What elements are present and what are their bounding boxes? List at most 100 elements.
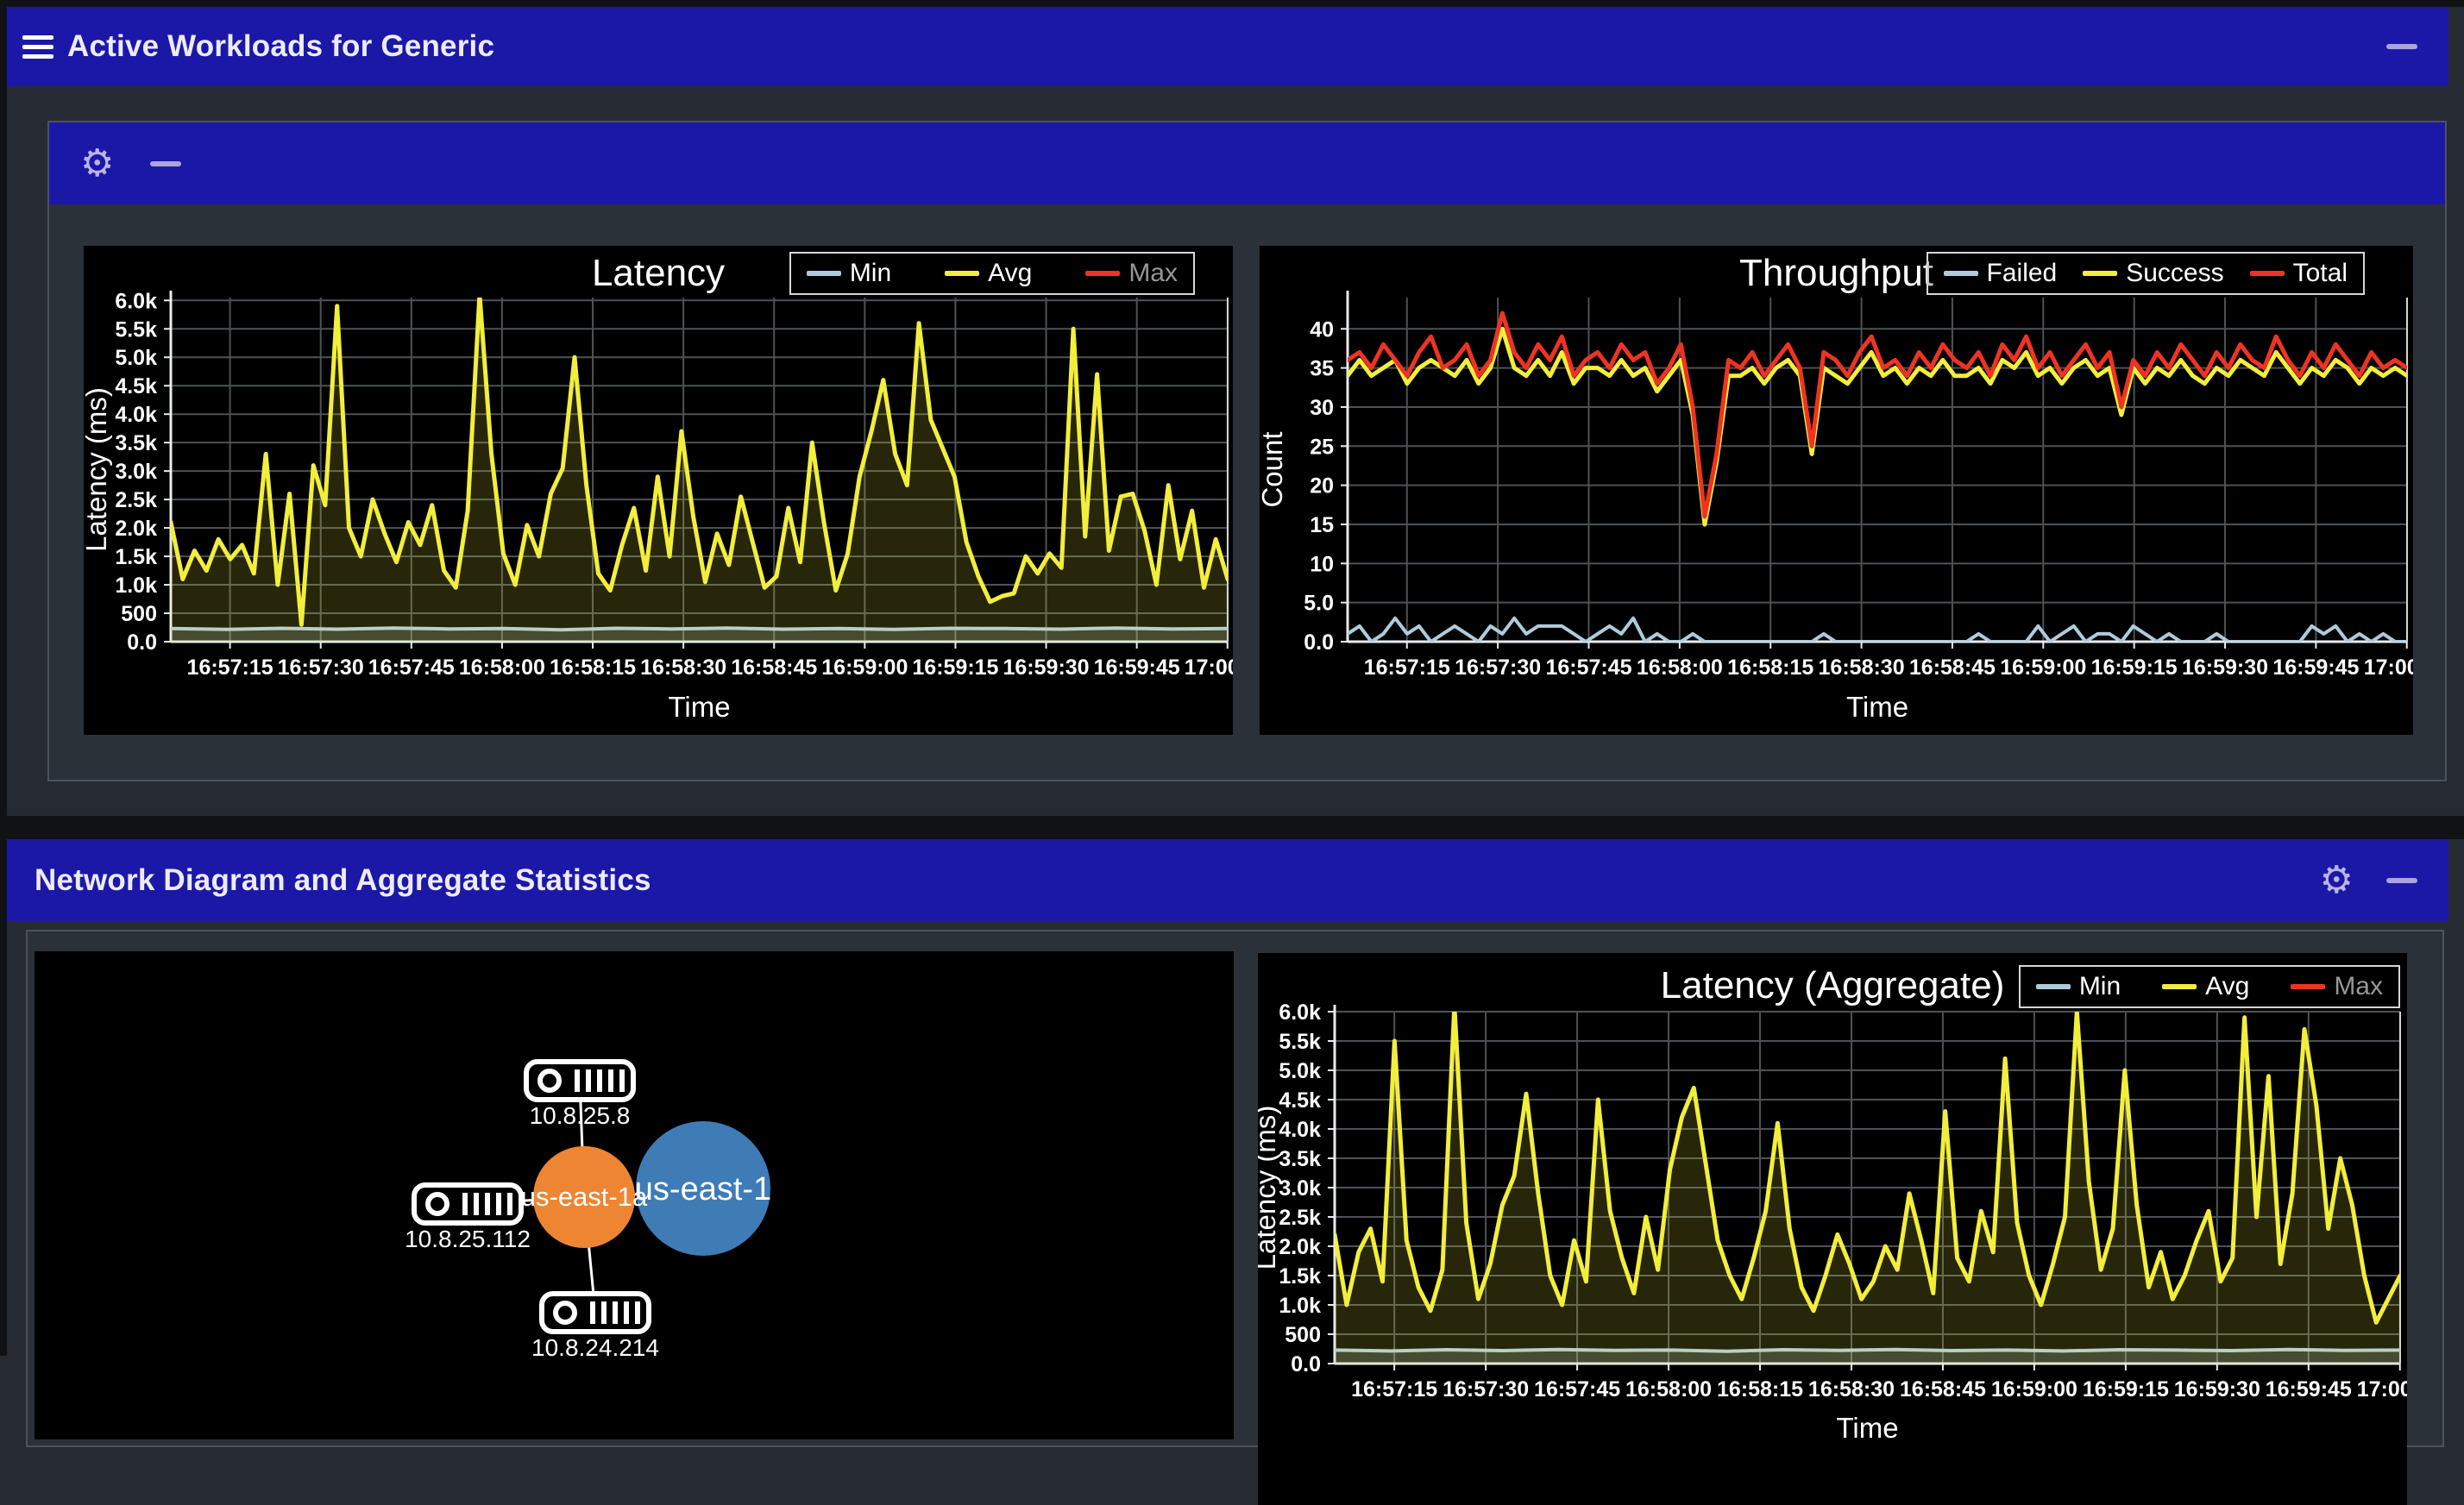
svg-text:16:57:30: 16:57:30 bbox=[1443, 1377, 1529, 1402]
svg-text:1.0k: 1.0k bbox=[1279, 1294, 1321, 1318]
svg-text:Latency (Aggregate): Latency (Aggregate) bbox=[1661, 964, 2005, 1006]
latency-legend: Min Avg Max bbox=[789, 252, 1195, 295]
svg-text:16:57:45: 16:57:45 bbox=[1545, 655, 1631, 680]
server-icon[interactable] bbox=[524, 1059, 636, 1102]
throughput-chart[interactable]: 0.0 5.0 10 15 20 25 30 35 40 16:57:15 16:57:30 16:5… bbox=[1260, 246, 2413, 735]
legend-item-min[interactable]: Min bbox=[806, 259, 892, 288]
hamburger-menu-icon[interactable] bbox=[22, 34, 53, 59]
svg-text:16:58:30: 16:58:30 bbox=[640, 655, 726, 680]
svg-text:16:59:15: 16:59:15 bbox=[912, 655, 998, 680]
server-icon[interactable] bbox=[539, 1291, 651, 1334]
svg-text:500: 500 bbox=[1285, 1323, 1321, 1347]
legend-swatch bbox=[1943, 271, 1978, 276]
svg-text:16:59:00: 16:59:00 bbox=[1991, 1377, 2077, 1402]
legend-swatch bbox=[2162, 984, 2197, 989]
svg-text:0.0: 0.0 bbox=[1291, 1352, 1321, 1376]
aggregate-latency-chart[interactable]: 0.0 500 1.0k 1.5k 2.0k 2.5k 3.0k 3.5k 4.0k 4.5k 5.… bbox=[1258, 953, 2407, 1505]
svg-text:16:58:45: 16:58:45 bbox=[731, 655, 817, 680]
legend-swatch bbox=[2249, 271, 2285, 276]
svg-text:16:58:00: 16:58:00 bbox=[1637, 655, 1723, 680]
legend-label: Failed bbox=[1986, 259, 2058, 287]
minimize-icon[interactable] bbox=[2386, 44, 2417, 49]
legend-item-total[interactable]: Total bbox=[2249, 259, 2348, 288]
aggregate-legend: Min Avg Max bbox=[2018, 965, 2400, 1008]
svg-text:16:59:30: 16:59:30 bbox=[1003, 655, 1090, 680]
svg-text:2.0k: 2.0k bbox=[115, 517, 157, 541]
svg-text:16:59:15: 16:59:15 bbox=[2091, 655, 2178, 680]
svg-text:17:00:00: 17:00:00 bbox=[2357, 1377, 2407, 1402]
legend-swatch bbox=[945, 271, 980, 276]
svg-text:6.0k: 6.0k bbox=[1279, 1000, 1321, 1025]
diagram-node-us-east-1[interactable] bbox=[636, 1121, 770, 1256]
throughput-legend: Failed Success Total bbox=[1926, 252, 2365, 295]
dashboard-title: Active Workloads for Generic bbox=[67, 29, 495, 63]
legend-swatch bbox=[2291, 984, 2326, 989]
legend-item-min[interactable]: Min bbox=[2035, 972, 2121, 1001]
diagram-node-us-east-1a[interactable] bbox=[533, 1146, 635, 1248]
legend-item-max[interactable]: Max bbox=[1085, 259, 1178, 288]
svg-text:17:00:00: 17:00:00 bbox=[1185, 655, 1233, 680]
svg-text:16:58:30: 16:58:30 bbox=[1808, 1377, 1895, 1402]
region-label: us-east-1 bbox=[635, 1171, 771, 1207]
svg-text:3.5k: 3.5k bbox=[1279, 1147, 1321, 1171]
gear-icon[interactable]: ⚙ bbox=[2319, 858, 2354, 901]
legend-swatch bbox=[2035, 984, 2071, 989]
legend-item-success[interactable]: Success bbox=[2083, 259, 2224, 288]
minimize-icon[interactable] bbox=[2386, 877, 2417, 883]
legend-label: Min bbox=[2078, 972, 2121, 1000]
svg-text:20: 20 bbox=[1310, 474, 1334, 499]
svg-text:Time: Time bbox=[1846, 691, 1908, 723]
svg-text:2.5k: 2.5k bbox=[115, 488, 157, 512]
svg-text:16:57:15: 16:57:15 bbox=[1364, 655, 1450, 680]
svg-text:5.5k: 5.5k bbox=[1279, 1030, 1321, 1054]
gear-icon[interactable]: ⚙ bbox=[80, 141, 115, 185]
workloads-panel: ⚙ 0.0 500 1.0k 1.5k 2.0k 2.5k 3.0k 3.5k 4.0k 4.5k… bbox=[47, 121, 2447, 781]
legend-item-avg[interactable]: Avg bbox=[945, 259, 1032, 288]
svg-text:16:58:15: 16:58:15 bbox=[1717, 1377, 1803, 1402]
legend-item-max[interactable]: Max bbox=[2291, 972, 2383, 1001]
svg-text:16:59:30: 16:59:30 bbox=[2182, 655, 2268, 680]
svg-text:Latency (ms): Latency (ms) bbox=[84, 387, 112, 552]
svg-text:16:57:15: 16:57:15 bbox=[1351, 1377, 1437, 1402]
svg-text:16:59:45: 16:59:45 bbox=[2272, 655, 2359, 680]
svg-text:1.0k: 1.0k bbox=[115, 574, 157, 598]
dashboard-header: Active Workloads for Generic bbox=[7, 7, 2448, 86]
svg-text:30: 30 bbox=[1310, 396, 1334, 420]
svg-text:16:58:45: 16:58:45 bbox=[1909, 655, 1996, 680]
svg-text:25: 25 bbox=[1310, 435, 1334, 459]
server-icon[interactable] bbox=[412, 1182, 524, 1226]
svg-text:2.5k: 2.5k bbox=[1279, 1206, 1321, 1230]
server-ip-label: 10.8.25.8 bbox=[530, 1102, 631, 1129]
svg-text:0.0: 0.0 bbox=[127, 630, 157, 655]
page-edge-top bbox=[0, 0, 2464, 7]
legend-swatch bbox=[806, 271, 841, 276]
svg-text:3.0k: 3.0k bbox=[1279, 1176, 1321, 1201]
network-panel: 10.8.25.8 10.8.25.112 10.8.24.214 us-east-1… bbox=[26, 930, 2444, 1505]
workloads-panel-header: ⚙ bbox=[49, 122, 2445, 204]
svg-text:10: 10 bbox=[1310, 552, 1334, 576]
svg-text:16:59:45: 16:59:45 bbox=[2266, 1377, 2352, 1402]
zone-label: us-east-1a bbox=[521, 1182, 648, 1212]
svg-text:5.5k: 5.5k bbox=[115, 317, 157, 342]
legend-label: Min bbox=[849, 259, 892, 287]
legend-item-failed[interactable]: Failed bbox=[1943, 259, 2058, 288]
latency-chart[interactable]: 0.0 500 1.0k 1.5k 2.0k 2.5k 3.0k 3.5k 4.0k 4.5k 5.… bbox=[84, 246, 1233, 735]
svg-text:15: 15 bbox=[1310, 513, 1334, 537]
svg-text:16:58:15: 16:58:15 bbox=[550, 655, 636, 680]
legend-label: Avg bbox=[2205, 972, 2250, 1000]
svg-text:Time: Time bbox=[1836, 1412, 1898, 1444]
svg-text:16:59:45: 16:59:45 bbox=[1094, 655, 1180, 680]
svg-text:Throughput: Throughput bbox=[1739, 252, 1933, 294]
svg-text:Latency (ms): Latency (ms) bbox=[1258, 1106, 1281, 1270]
svg-text:40: 40 bbox=[1310, 317, 1334, 342]
legend-label: Avg bbox=[988, 259, 1033, 287]
legend-item-avg[interactable]: Avg bbox=[2162, 972, 2249, 1001]
svg-text:16:57:30: 16:57:30 bbox=[1455, 655, 1541, 680]
svg-text:4.0k: 4.0k bbox=[115, 403, 157, 427]
network-diagram[interactable]: 10.8.25.8 10.8.25.112 10.8.24.214 us-east-1… bbox=[35, 951, 1234, 1439]
svg-text:6.0k: 6.0k bbox=[115, 289, 157, 313]
server-ip-label: 10.8.25.112 bbox=[405, 1226, 531, 1252]
svg-text:5.0k: 5.0k bbox=[1279, 1059, 1321, 1083]
minimize-icon[interactable] bbox=[150, 160, 181, 166]
svg-text:16:58:15: 16:58:15 bbox=[1727, 655, 1813, 680]
